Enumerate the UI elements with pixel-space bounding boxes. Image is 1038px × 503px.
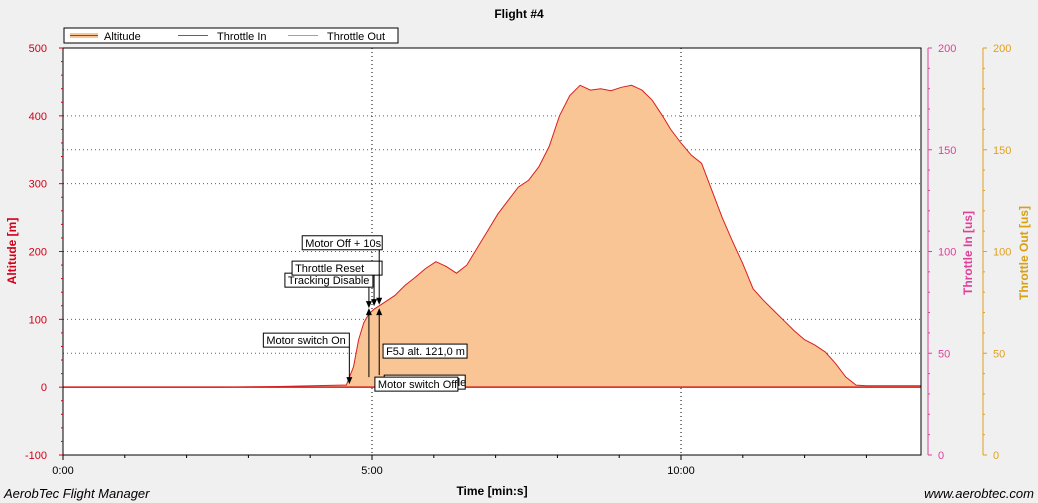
throttle-in-axis: 0 50 100 150 200 [927, 43, 956, 462]
y3-tick-label: 50 [993, 348, 1005, 360]
y2-tick-label: 150 [938, 145, 956, 157]
legend-box [63, 27, 399, 44]
y3-tick-label: 100 [993, 247, 1011, 259]
altitude-area [63, 85, 921, 388]
annotation-label: Throttle Reset [295, 263, 364, 275]
y2-tick-label: 200 [938, 43, 956, 55]
annotation-arrow [346, 377, 353, 385]
altitude-line [63, 84, 921, 388]
annotation-arrow [376, 297, 383, 305]
y3-axis-title: Throttle Out [us] [1017, 206, 1031, 300]
altitude-axis: -100 0 100 200 300 400 500 [25, 43, 63, 462]
annotation-box [291, 260, 383, 276]
footer-left: AerobTec Flight Manager [3, 486, 150, 501]
throttle-out-axis: 0 50 100 150 200 [982, 43, 1011, 462]
annotation-label: Tracking Disable [288, 275, 370, 287]
y2-axis-title: Throttle In [us] [961, 211, 975, 295]
y3-tick-label: 200 [993, 43, 1011, 55]
annotation-box [374, 376, 459, 392]
y-tick-label: 400 [29, 111, 47, 123]
annotation-label: Motor switch On [266, 335, 345, 347]
annotation-arrow [371, 299, 378, 307]
footer-right: www.aerobtec.com [924, 486, 1034, 501]
annotation-label: Motor Off + 10s [305, 238, 381, 250]
x-tick-label: 10:00 [667, 465, 695, 477]
y3-tick-label: 150 [993, 145, 1011, 157]
x-tick-label: 5:00 [361, 465, 382, 477]
y-tick-label: 0 [41, 382, 47, 394]
time-axis: 0:00 5:00 10:00 [52, 455, 867, 477]
annotation-box [262, 332, 350, 348]
legend-label-altitude: Altitude [104, 31, 141, 43]
y3-tick-label: 0 [993, 450, 999, 462]
legend: Altitude Throttle In Throttle Out [63, 27, 399, 44]
x-axis-title: Time [min:s] [456, 484, 527, 498]
y-tick-label: 100 [29, 314, 47, 326]
legend-label-throttle-out: Throttle Out [327, 31, 385, 43]
annotation-box [382, 343, 468, 359]
y2-tick-label: 50 [938, 348, 950, 360]
y2-tick-label: 0 [938, 450, 944, 462]
annotation-arrow [365, 308, 372, 316]
plot-area [62, 47, 922, 456]
y-axis-title: Altitude [m] [5, 218, 19, 285]
annotation-label: Motor switch Off [378, 379, 458, 391]
y2-tick-label: 100 [938, 247, 956, 259]
chart-title: Flight #4 [494, 7, 544, 21]
y-tick-label: -100 [25, 450, 47, 462]
annotation-arrow [365, 301, 372, 309]
annotation-arrow [376, 308, 383, 316]
y-tick-label: 500 [29, 43, 47, 55]
y-tick-label: 200 [29, 247, 47, 259]
annotation-box [301, 235, 383, 251]
annotation-label: F5J alt. 121,0 m [386, 346, 465, 358]
annotations: Motor switch On Tracking DisableThrottle … [262, 235, 468, 392]
x-tick-label: 0:00 [52, 465, 73, 477]
y-tick-label: 300 [29, 179, 47, 191]
legend-label-throttle-in: Throttle In [217, 31, 267, 43]
